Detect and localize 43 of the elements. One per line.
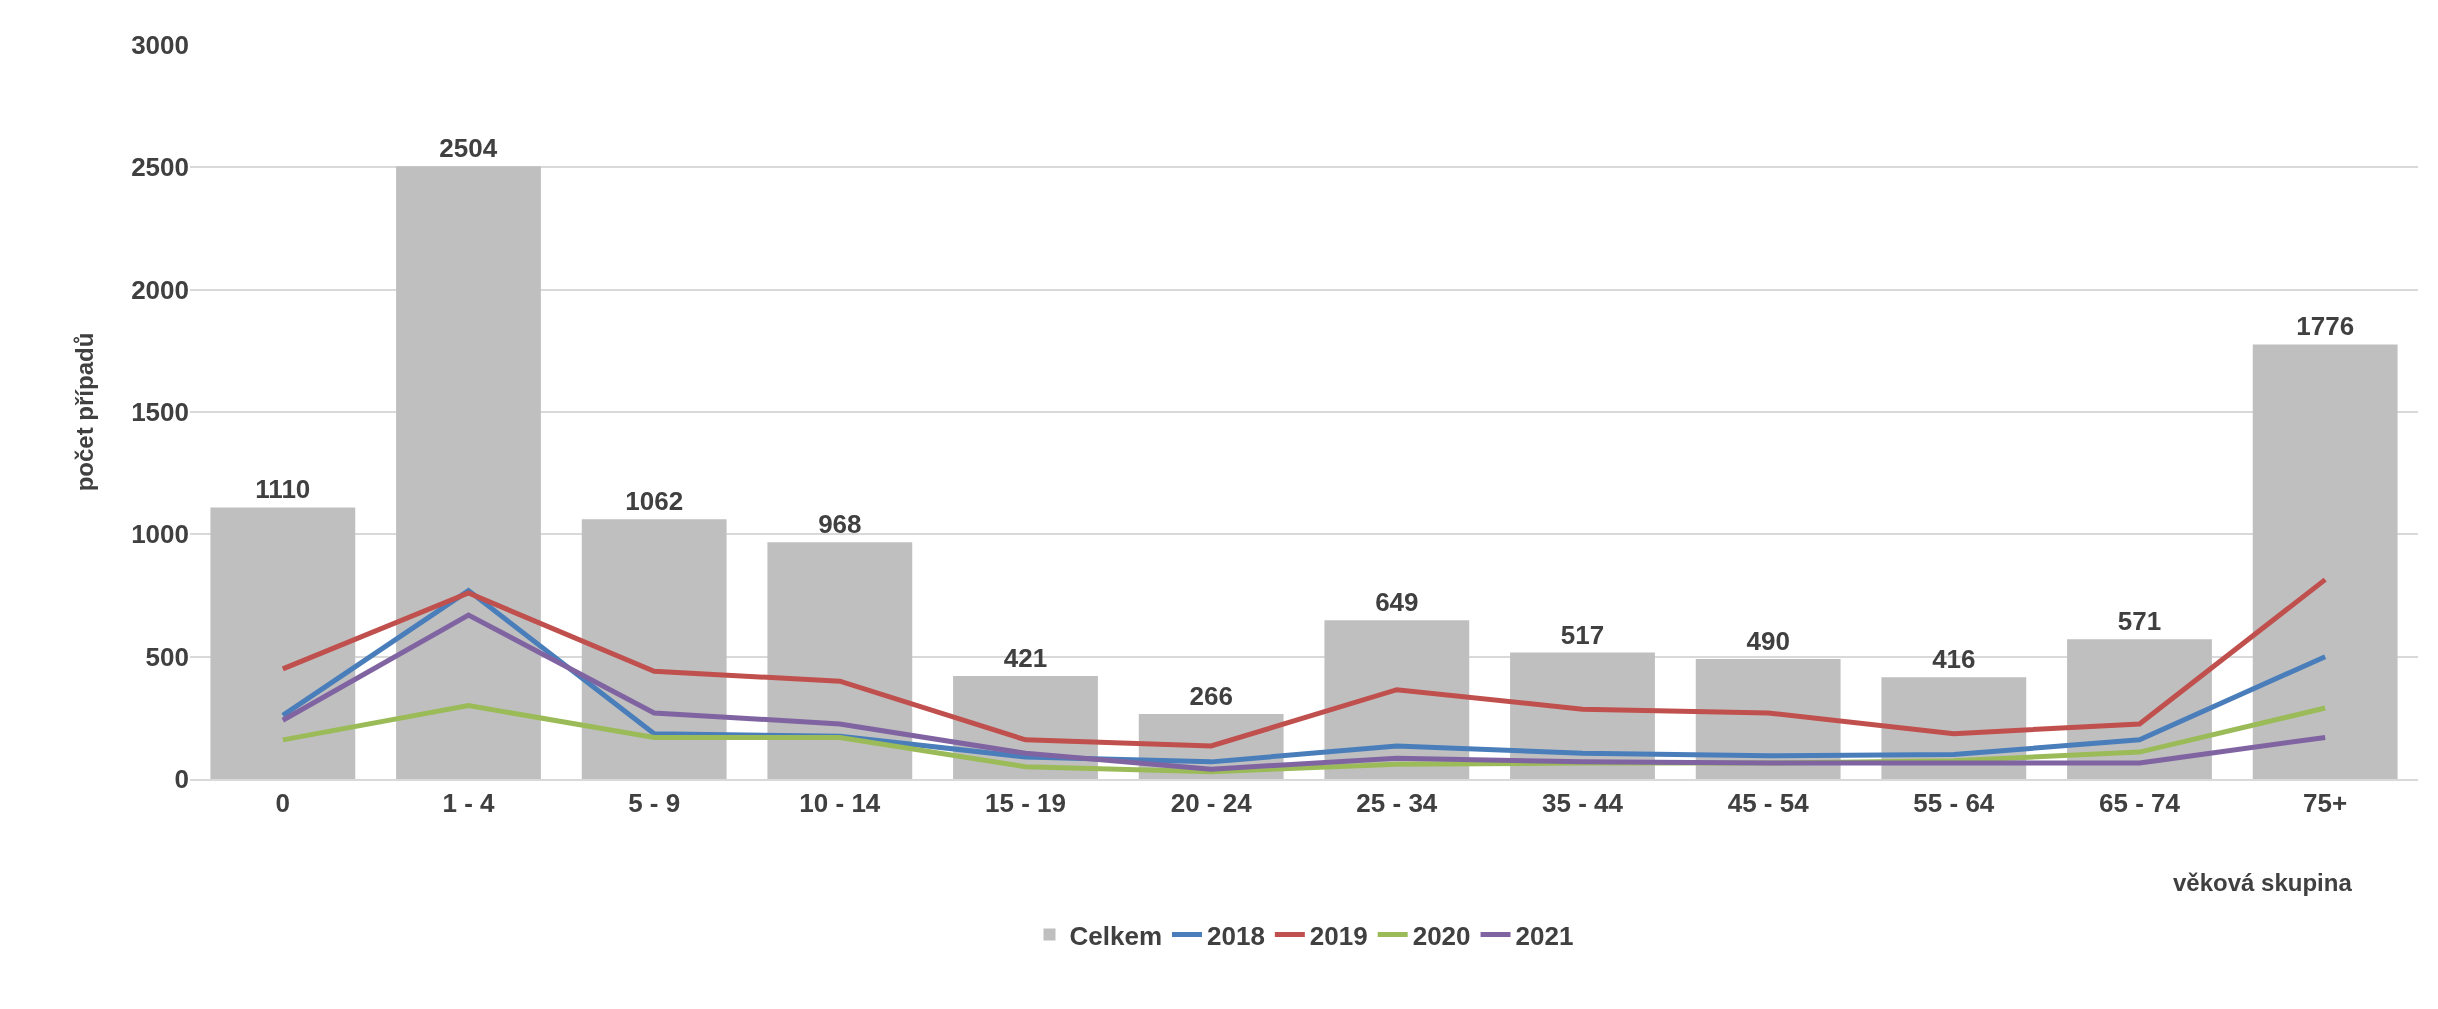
data-label: 968 <box>818 509 862 540</box>
legend-label: 2019 <box>1309 920 1368 951</box>
data-label: 416 <box>1932 644 1976 675</box>
data-label: 490 <box>1746 626 1790 657</box>
bar <box>396 166 541 779</box>
legend-label: 2018 <box>1207 920 1265 951</box>
x-axis-title: věková skupina <box>2173 869 2353 896</box>
x-tick-label: 5 - 9 <box>628 788 681 819</box>
x-tick-label: 75+ <box>2303 788 2348 819</box>
y-tick-label: 3000 <box>131 30 189 61</box>
x-tick-label: 65 - 74 <box>2099 788 2181 819</box>
data-label: 517 <box>1560 619 1605 650</box>
bar <box>210 507 356 779</box>
legend-label: 2020 <box>1412 920 1471 951</box>
legend-label: Celkem <box>1069 920 1162 951</box>
y-tick-label: 500 <box>145 641 189 672</box>
y-tick-label: 2500 <box>131 152 189 183</box>
data-label: 1062 <box>625 486 684 517</box>
bar <box>581 519 727 779</box>
y-tick-label: 2000 <box>131 274 189 305</box>
data-label: 1110 <box>255 474 311 505</box>
x-tick-label: 35 - 44 <box>1542 788 1624 819</box>
data-label: 1776 <box>2296 311 2355 342</box>
data-label: 2504 <box>439 133 498 164</box>
data-label: 266 <box>1189 680 1233 711</box>
x-tick-label: 25 - 34 <box>1356 788 1438 819</box>
x-tick-label: 15 - 19 <box>985 788 1066 819</box>
x-tick-label: 1 - 4 <box>442 788 496 819</box>
x-tick-label: 0 <box>275 788 291 819</box>
bar <box>767 542 913 779</box>
x-tick-label: 55 - 64 <box>1913 788 1995 819</box>
data-label: 421 <box>1003 643 1048 673</box>
data-label: 571 <box>2117 606 2162 637</box>
y-tick-label: 0 <box>174 764 189 795</box>
legend-label: 2021 <box>1515 920 1574 951</box>
y-tick-label: 1500 <box>131 397 189 428</box>
x-tick-label: 20 - 24 <box>1170 788 1253 819</box>
data-label: 649 <box>1375 587 1419 618</box>
y-axis-title: počet případů <box>71 332 99 492</box>
bar <box>2252 344 2398 779</box>
x-tick-label: 45 - 54 <box>1727 788 1810 819</box>
x-tick-label: 10 - 14 <box>799 788 881 819</box>
y-tick-label: 1000 <box>131 519 189 550</box>
